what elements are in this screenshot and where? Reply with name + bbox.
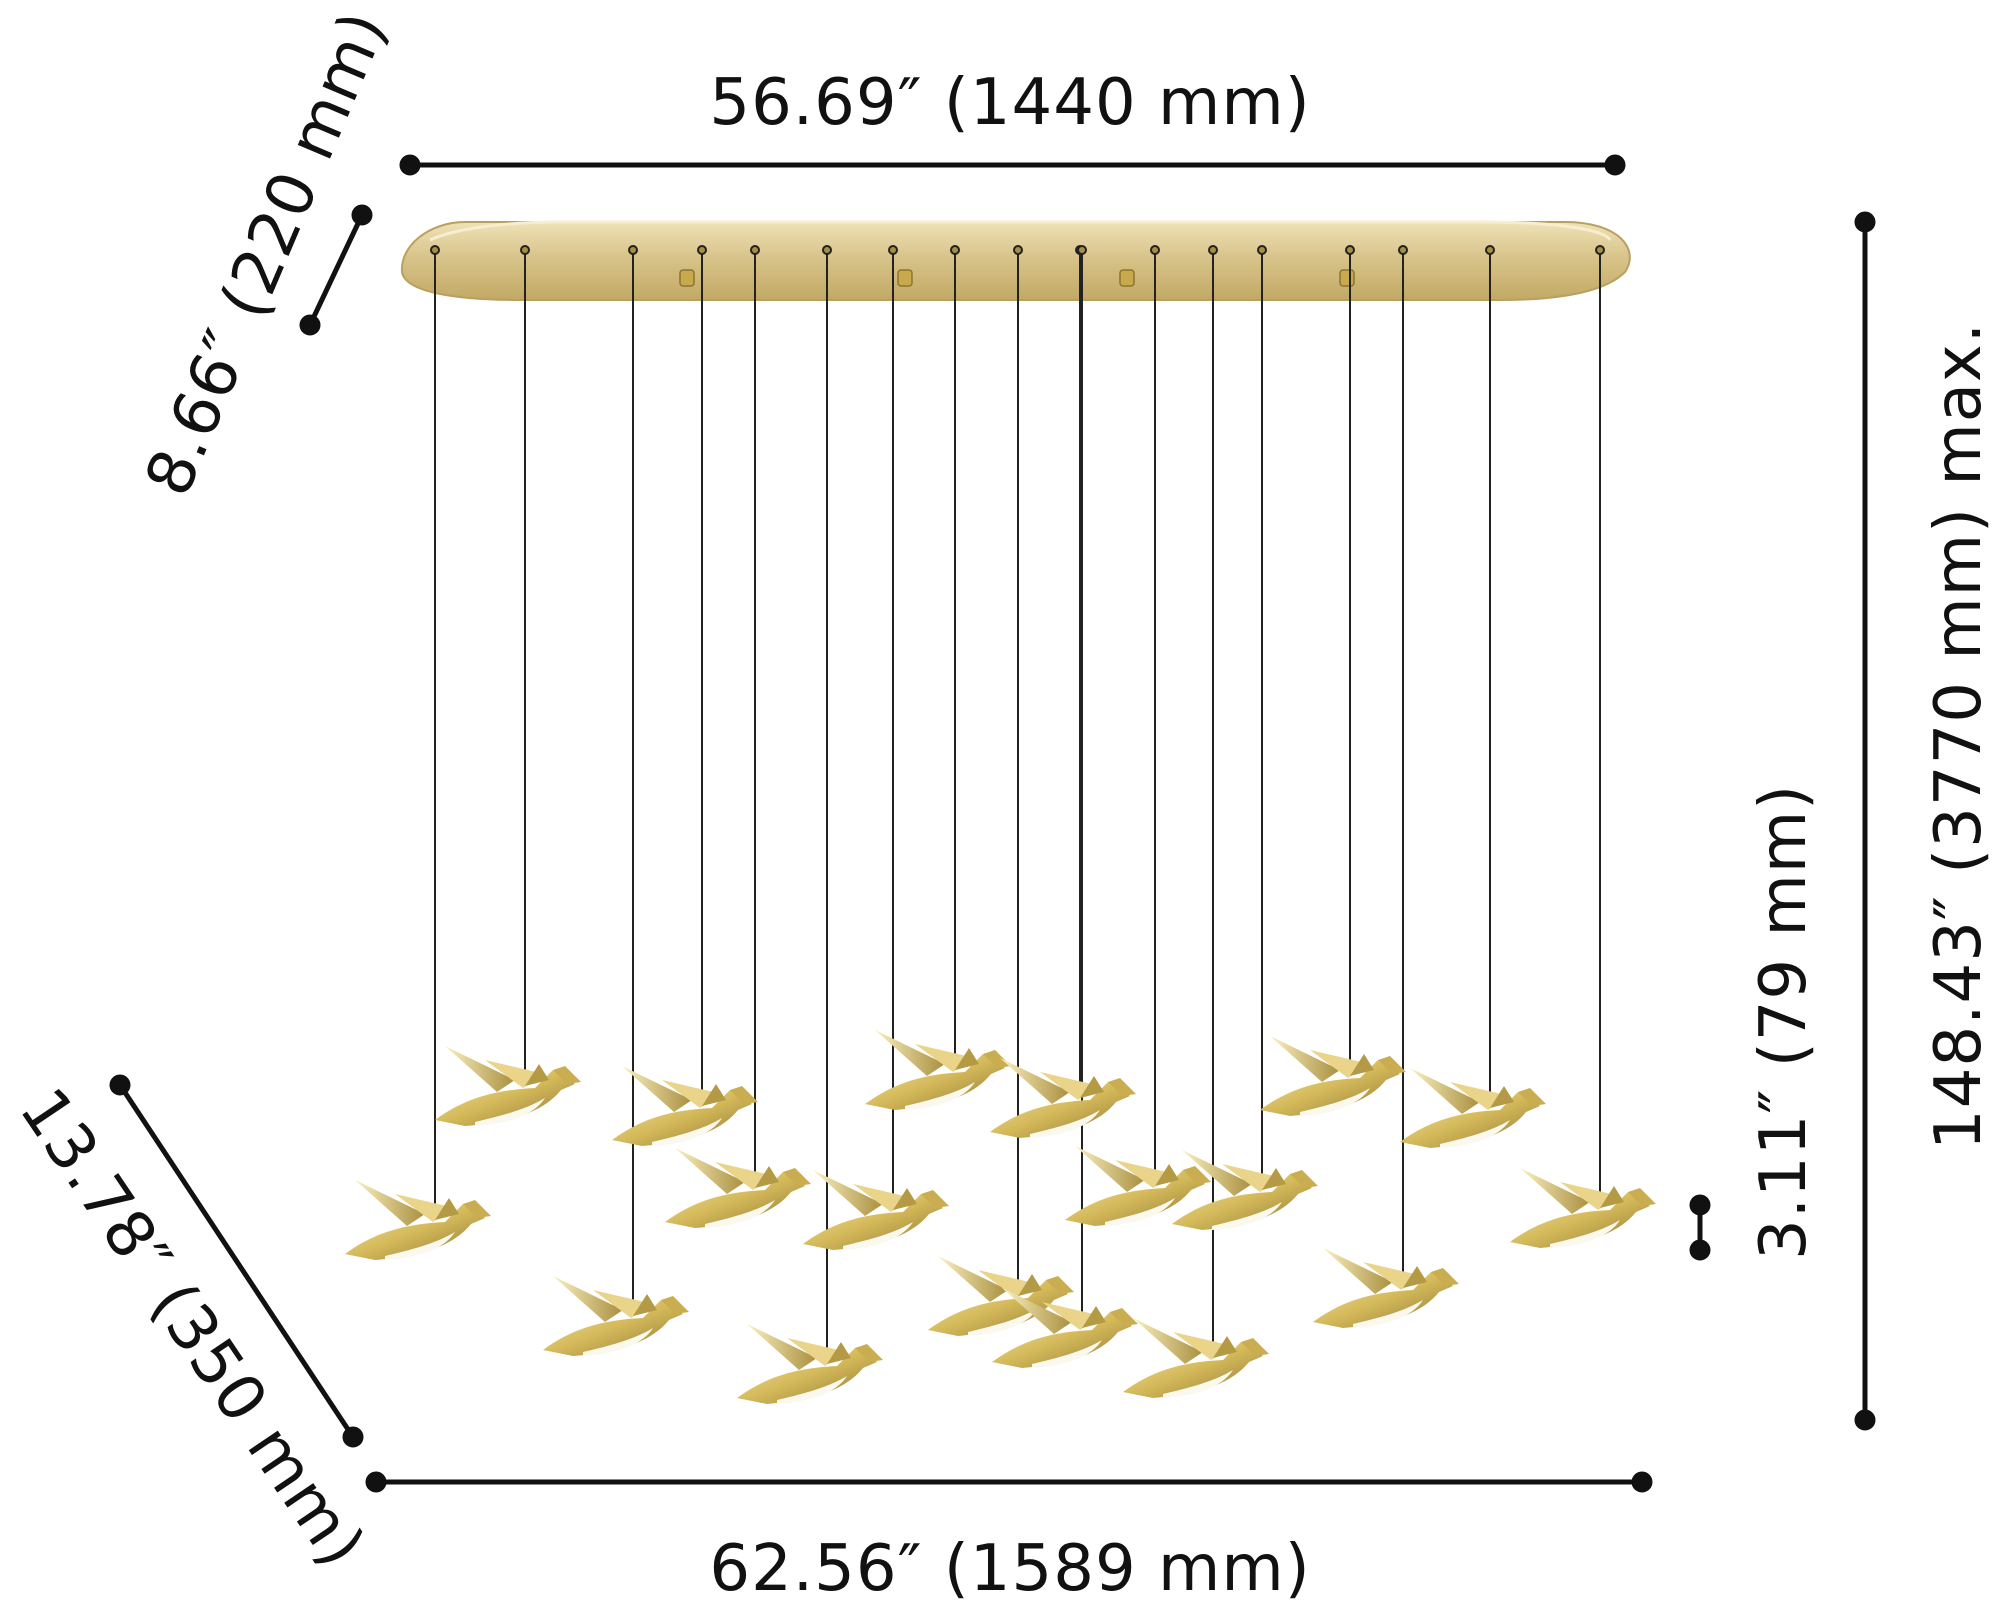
bird-pendant [665, 1148, 811, 1228]
cable-anchor [888, 245, 898, 255]
overall-height-dot-top [1854, 211, 1876, 233]
cable-anchor [1077, 245, 1087, 255]
bird-height-label: 3.11″ (79 mm) [1747, 784, 1821, 1260]
bird-pendant [737, 1324, 883, 1404]
cable-anchor [430, 245, 440, 255]
overall-height-label: 148.43″ (3770 mm) max. [1922, 322, 1996, 1150]
bird-height-dot-top [1689, 1194, 1711, 1216]
bird-pendant [543, 1276, 689, 1356]
cable-anchor [1485, 245, 1495, 255]
bird-pendant [435, 1046, 581, 1126]
cable-anchor [520, 245, 530, 255]
cable-anchor [697, 245, 707, 255]
cable-anchor [1398, 245, 1408, 255]
cable-anchor [822, 245, 832, 255]
bird-pendant [1172, 1150, 1318, 1230]
cable-anchor [1150, 245, 1160, 255]
canopy-fixing-caps [679, 269, 1355, 287]
cable-anchor [750, 245, 760, 255]
bird-pendant [990, 1058, 1136, 1138]
bird-pendant [1123, 1318, 1269, 1398]
top-width-label: 56.69″ (1440 mm) [709, 66, 1310, 140]
ceiling-canopy [400, 220, 1631, 301]
spread-depth-line [117, 1083, 356, 1439]
cable-anchor [1257, 245, 1267, 255]
bird-pendant [1313, 1248, 1459, 1328]
dimension-lines [109, 154, 1876, 1493]
top-width-dot-left [399, 154, 421, 176]
cable-anchor [1013, 245, 1023, 255]
cable-anchor [1345, 245, 1355, 255]
cable-anchor [628, 245, 638, 255]
bird-pendant [345, 1180, 491, 1260]
spread-depth-dot-bottom [342, 1426, 364, 1448]
cable-anchor [950, 245, 960, 255]
bird-pendant [1400, 1068, 1546, 1148]
cable-anchor [1595, 245, 1605, 255]
cable-anchor [1208, 245, 1218, 255]
bird-pendant [865, 1030, 1011, 1110]
suspension-cables [430, 245, 1605, 1356]
top-width-dot-right [1604, 154, 1626, 176]
overall-height-dot-bottom [1854, 1409, 1876, 1431]
canopy-depth-label: 8.66″ (220 mm) [132, 1, 402, 507]
bottom-width-label: 62.56″ (1589 mm) [709, 1532, 1310, 1606]
bird-pendant [1510, 1168, 1656, 1248]
bird-pendant [1260, 1036, 1406, 1116]
spread-depth-dot-top [109, 1074, 131, 1096]
bottom-width-dot-right [1631, 1471, 1653, 1493]
bird-pendant [803, 1170, 949, 1250]
spread-depth-label: 13.78″ (350 mm) [5, 1076, 379, 1581]
bird-pendants [345, 1030, 1656, 1404]
canopy-depth-dot-bottom [299, 314, 321, 336]
bird-height-dot-bottom [1689, 1239, 1711, 1261]
bottom-width-dot-left [365, 1471, 387, 1493]
canopy-depth-dot-top [351, 204, 373, 226]
canopy-depth-line [307, 213, 365, 327]
